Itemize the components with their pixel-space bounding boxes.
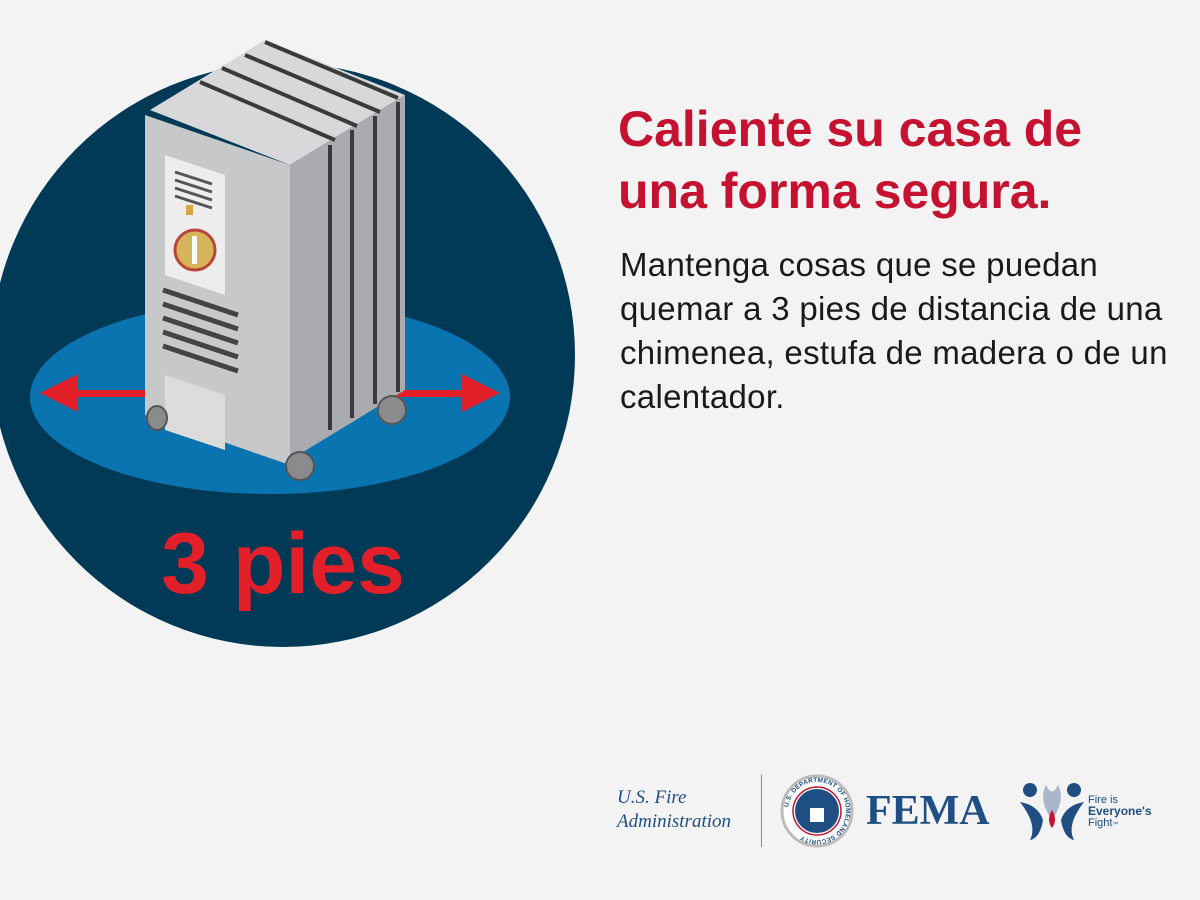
headline: Caliente su casa de una forma segura.: [618, 101, 1083, 219]
usfa-line2: Administration: [617, 811, 732, 832]
usfa-logo: U.S. Fire Administration: [617, 786, 731, 834]
trademark: ™: [1112, 822, 1119, 828]
campaign-line1: Fire is: [1088, 794, 1118, 806]
fema-logo: FEMA: [866, 788, 990, 834]
body-text: Mantenga cosas que se puedan quemar a 3 …: [620, 246, 1168, 415]
fire-is-everyones-fight-icon: [1020, 783, 1084, 840]
logo-divider: [761, 775, 762, 847]
campaign-logo-text: Fire is Everyone's Fight™: [1088, 795, 1152, 831]
distance-label: 3 pies: [161, 516, 405, 612]
heater: [145, 40, 407, 481]
wheels: [146, 395, 407, 481]
space-heater-illustration: 3 pies: [0, 40, 575, 647]
usfa-line1: U.S. Fire: [617, 787, 687, 808]
campaign-line3: Fight: [1088, 817, 1113, 829]
dhs-seal-icon: U.S. DEPARTMENT OF HOMELAND SECURITY: [780, 774, 854, 848]
campaign-line2: Everyone's: [1088, 804, 1152, 818]
